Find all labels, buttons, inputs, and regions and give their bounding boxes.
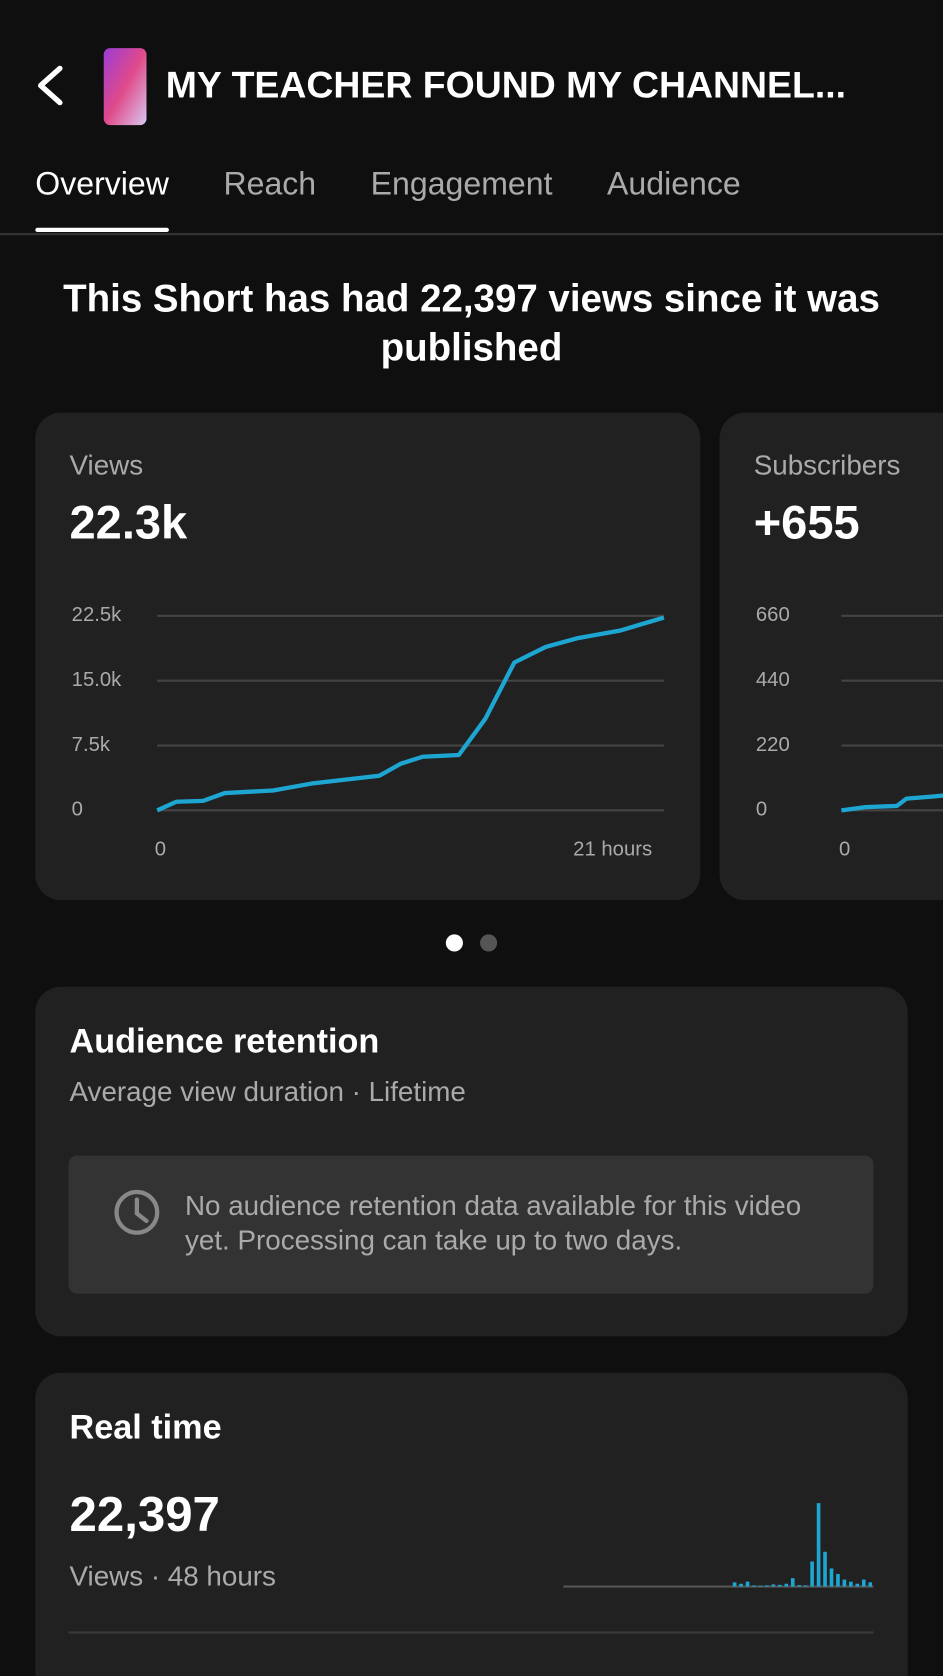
spark-bar: [778, 1584, 782, 1587]
carousel-pager: [445, 934, 498, 952]
spark-bar: [765, 1585, 769, 1587]
pager-dot[interactable]: [480, 934, 498, 952]
spark-bar: [739, 1583, 743, 1587]
spark-bar: [829, 1568, 834, 1587]
metric-label: Views: [70, 450, 144, 481]
spark-bar: [816, 1503, 821, 1587]
x-tick-label: 0: [839, 838, 850, 860]
spark-bar: [797, 1585, 802, 1587]
y-tick-label: 220: [756, 734, 790, 756]
tab[interactable]: Reach: [223, 165, 316, 201]
metric-label: Subscribers: [754, 450, 901, 481]
clock-hands: [134, 1197, 149, 1224]
spark-bar: [803, 1585, 808, 1587]
realtime-value: 22,397: [70, 1487, 220, 1542]
realtime-card: [35, 1372, 908, 1676]
spark-bar: [842, 1579, 847, 1587]
y-tick-label: 0: [756, 799, 767, 821]
spark-bar: [758, 1585, 763, 1587]
spark-bar: [752, 1585, 756, 1587]
spark-bar: [823, 1551, 827, 1587]
pager-dot[interactable]: [445, 934, 463, 952]
back-button[interactable]: [37, 65, 63, 106]
spark-bar: [771, 1584, 776, 1587]
spark-bar: [849, 1581, 853, 1587]
spark-bar: [868, 1582, 873, 1587]
spark-bar: [790, 1578, 795, 1587]
y-tick-label: 0: [72, 799, 83, 821]
tab[interactable]: Engagement: [371, 165, 553, 201]
retention-title: Audience retention: [70, 1022, 380, 1060]
video-thumbnail[interactable]: [103, 48, 147, 126]
spark-bar: [861, 1579, 866, 1587]
retention-message: No audience retention data available for…: [185, 1190, 801, 1255]
line-series: [156, 615, 665, 813]
retention-notice: [68, 1155, 874, 1294]
tab-indicator: [35, 227, 169, 232]
y-tick-label: 22.5k: [72, 604, 123, 626]
x-tick-label: 0: [155, 838, 166, 860]
metric-value: 22.3k: [70, 495, 189, 548]
spark-bar: [745, 1581, 750, 1587]
tab-bar: Overview Reach Engagement Audience: [35, 165, 741, 232]
headline: This Short has had 22,397 views since it…: [63, 278, 880, 370]
x-tick-label: 21 hours: [573, 838, 652, 860]
y-tick-label: 15.0k: [72, 669, 123, 691]
metric-card[interactable]: [719, 412, 943, 901]
spark-bar: [855, 1583, 860, 1587]
clock-icon: [114, 1189, 160, 1235]
line-series: [841, 793, 943, 813]
spark-bar: [810, 1561, 814, 1587]
y-tick-label: 660: [756, 604, 790, 626]
realtime-sparkline: [563, 1503, 874, 1588]
metric-carousel: Views 22.3k 0 7.5k 15.0k 22.5k 0 21 hours Subscr…: [35, 412, 943, 901]
spark-bar: [784, 1583, 789, 1587]
realtime-title: Real time: [70, 1408, 222, 1446]
metric-value: +655: [754, 495, 860, 548]
spark-bar: [836, 1574, 840, 1587]
retention-subtitle: Average view duration · Lifetime: [70, 1076, 466, 1107]
realtime-subtitle: Views · 48 hours: [70, 1560, 276, 1591]
tab[interactable]: Audience: [607, 165, 741, 201]
video-title: MY TEACHER FOUND MY CHANNEL...: [166, 64, 846, 106]
y-tick-label: 440: [756, 669, 790, 691]
y-tick-label: 7.5k: [72, 734, 111, 756]
tab[interactable]: Overview: [35, 165, 169, 201]
spark-bar: [732, 1582, 737, 1587]
metric-card[interactable]: [35, 412, 701, 901]
